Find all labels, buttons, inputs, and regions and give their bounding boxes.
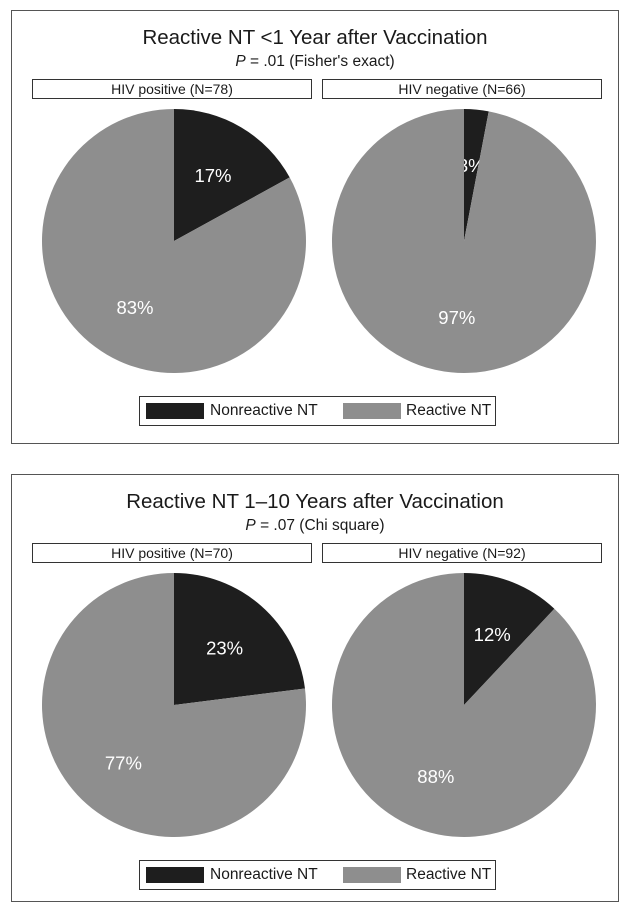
legend-swatch-reactive (343, 403, 401, 419)
pie-slice-hiv-positive-reactive-nt (41, 108, 306, 373)
legend: Nonreactive NT Reactive NT (139, 396, 496, 426)
pie-slice-hiv-positive-nonreactive-nt (174, 573, 305, 705)
pie-label-hiv-positive-nonreactive-nt: 17% (194, 165, 231, 186)
pie-charts: 17%83%3%97% (41, 108, 596, 373)
pie-slice-hiv-negative-nonreactive-nt (464, 573, 555, 705)
chart-subtitle: P = .01 (Fisher's exact) (12, 53, 618, 71)
pie-charts: 23% 77% 12% 88% (42, 573, 596, 837)
legend-label-nonreactive: Nonreactive NT (210, 866, 318, 883)
p-value-text: = .01 (Fisher's exact) (245, 53, 395, 70)
legend-label-reactive: Reactive NT (406, 866, 492, 883)
figure-panel-top: Reactive NT <1 Year after Vaccination P … (11, 10, 619, 444)
pie-label-hiv-negative-reactive-nt: 97% (438, 307, 475, 328)
panel-label-hiv-negative: HIV negative (N=92) (322, 543, 602, 563)
chart-subtitle: P = .07 (Chi square) (12, 517, 618, 535)
panel-label-hiv-positive: HIV positive (N=78) (32, 79, 312, 99)
panel-label-hiv-positive: HIV positive (N=70) (32, 543, 312, 563)
chart-title: Reactive NT <1 Year after Vaccination (142, 26, 488, 49)
p-value-text: = .07 (Chi square) (255, 517, 385, 534)
chart-title: Reactive NT 1–10 Years after Vaccination (126, 490, 504, 513)
legend-swatch-reactive (343, 867, 401, 883)
pie-label-hiv-positive-nonreactive-nt: 23% (206, 638, 243, 659)
legend-label-nonreactive: Nonreactive NT (210, 402, 318, 419)
legend-swatch-nonreactive (146, 403, 204, 419)
p-value-symbol: P (245, 517, 256, 534)
legend-swatch-nonreactive (146, 867, 204, 883)
pie-label-hiv-positive-reactive-nt: 77% (105, 752, 142, 773)
p-value-symbol: P (235, 53, 246, 70)
pie-slice-hiv-negative-reactive-nt (331, 109, 596, 373)
legend: Nonreactive NT Reactive NT (139, 860, 496, 890)
pie-slice-hiv-positive-nonreactive-nt (174, 109, 290, 241)
pie-slice-hiv-negative-nonreactive-nt (464, 109, 489, 241)
pie-label-hiv-positive-reactive-nt: 83% (116, 297, 153, 318)
pie-label-hiv-negative-nonreactive-nt: 12% (474, 624, 511, 645)
pie-slice-hiv-negative-reactive-nt (331, 573, 596, 837)
panel-label-hiv-negative: HIV negative (N=66) (322, 79, 602, 99)
figure-panel-bottom: Reactive NT 1–10 Years after Vaccination… (11, 474, 619, 902)
pie-slice-hiv-positive-reactive-nt (42, 573, 307, 837)
legend-label-reactive: Reactive NT (406, 402, 492, 419)
pie-label-hiv-negative-reactive-nt: 88% (417, 766, 454, 787)
